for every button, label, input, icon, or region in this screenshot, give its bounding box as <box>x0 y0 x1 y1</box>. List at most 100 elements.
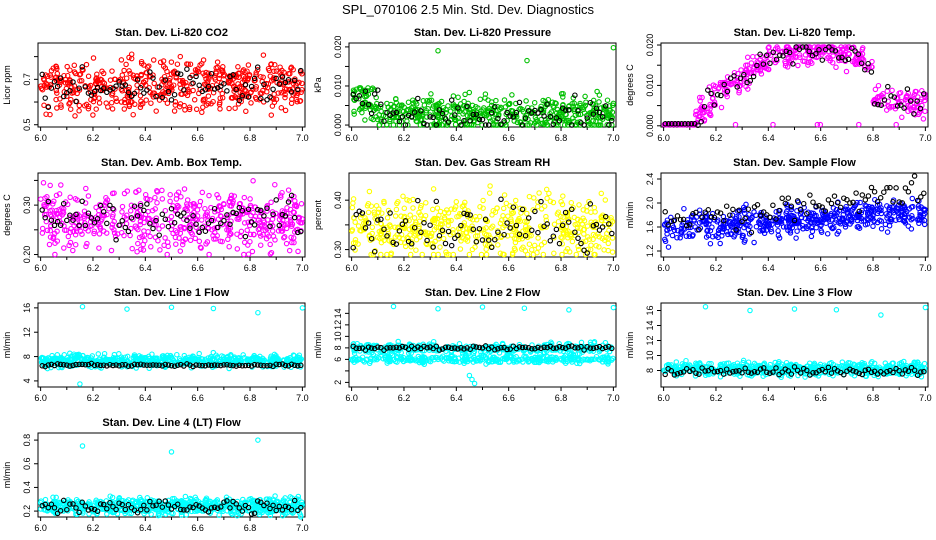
data-point <box>541 203 548 209</box>
data-point-black <box>445 119 452 125</box>
data-point-black <box>70 217 76 223</box>
data-point <box>451 206 458 212</box>
data-point-black <box>826 44 832 50</box>
plot-frame <box>37 302 306 388</box>
data-point <box>575 229 582 236</box>
data-point-black <box>137 85 144 91</box>
data-point-black <box>688 121 695 127</box>
data-point-black <box>54 218 61 225</box>
data-point <box>244 227 250 234</box>
data-point <box>162 207 169 214</box>
data-point-black <box>891 94 898 100</box>
data-point <box>185 61 191 67</box>
data-point <box>113 95 119 102</box>
data-point-black <box>777 52 783 58</box>
data-point-black <box>384 233 390 239</box>
y-axis-label: Licor ppm <box>2 65 12 105</box>
data-point <box>447 108 454 114</box>
data-point <box>269 228 276 234</box>
y-axis-label: ml/min <box>625 202 635 229</box>
data-point-black <box>48 217 55 223</box>
data-point <box>535 235 541 241</box>
y-tick-label: 2 <box>333 380 343 385</box>
data-point <box>289 86 296 92</box>
data-point <box>258 73 264 80</box>
data-point <box>235 64 241 70</box>
data-point <box>272 181 278 188</box>
data-point <box>275 90 282 96</box>
data-point <box>405 99 412 106</box>
data-point-black <box>550 121 557 127</box>
data-point <box>543 217 550 224</box>
x-tick-label: 6.6 <box>814 133 827 143</box>
data-point <box>83 185 89 192</box>
x-tick-label: 6.0 <box>34 263 47 273</box>
data-point <box>566 117 572 124</box>
data-point <box>498 104 504 111</box>
data-point-black <box>187 74 193 81</box>
data-point <box>177 53 184 60</box>
data-point <box>134 210 141 216</box>
x-tick-label: 6.8 <box>555 133 568 143</box>
data-point <box>580 207 587 213</box>
data-point-black <box>461 210 467 217</box>
data-point <box>466 225 473 232</box>
data-point <box>405 106 411 113</box>
data-point <box>588 242 594 248</box>
x-tick-label: 6.6 <box>191 133 204 143</box>
data-point-black <box>371 248 378 255</box>
data-point-black <box>159 211 166 218</box>
data-point <box>600 212 606 218</box>
data-point <box>91 230 97 237</box>
data-point-black <box>730 206 736 213</box>
data-point-black <box>384 109 390 116</box>
data-point-black <box>174 70 181 76</box>
data-point-black <box>562 209 569 216</box>
outlier-point <box>610 44 617 51</box>
data-point <box>191 97 198 103</box>
data-point <box>183 83 190 89</box>
data-point <box>187 237 194 244</box>
data-point <box>228 192 235 199</box>
data-point-black <box>193 73 199 80</box>
data-point-black <box>786 49 793 56</box>
data-point <box>192 235 199 242</box>
data-point-black <box>813 51 819 57</box>
data-point-black <box>898 102 904 108</box>
data-point <box>137 93 144 99</box>
data-point-black <box>427 114 433 120</box>
data-point-black <box>596 227 603 233</box>
data-point-black <box>887 184 893 191</box>
data-point <box>696 94 703 101</box>
data-point-black <box>842 57 848 63</box>
data-point <box>437 244 443 250</box>
data-point <box>366 188 373 195</box>
data-point-black <box>522 232 529 239</box>
data-point <box>295 248 301 255</box>
data-point-black <box>461 117 467 124</box>
data-point-black <box>498 121 504 127</box>
data-point <box>378 251 384 258</box>
data-point-black <box>541 113 547 119</box>
data-point <box>238 228 245 235</box>
outlier-point <box>168 304 175 311</box>
data-point-black <box>122 82 129 88</box>
data-point <box>558 234 564 241</box>
data-point <box>159 187 165 194</box>
data-point <box>381 198 387 205</box>
data-point <box>543 119 549 126</box>
data-point <box>466 251 473 258</box>
data-point <box>186 227 193 234</box>
y-tick-label: 8 <box>22 354 32 359</box>
data-point-black <box>911 173 918 179</box>
data-point <box>137 221 144 228</box>
x-tick-label: 7.0 <box>919 263 932 273</box>
data-point <box>39 230 46 236</box>
data-point <box>126 103 133 110</box>
data-point-black <box>581 247 587 254</box>
data-point <box>285 187 292 193</box>
data-point <box>211 236 217 242</box>
data-point <box>369 224 376 231</box>
data-point <box>47 228 54 234</box>
data-point <box>435 251 441 258</box>
